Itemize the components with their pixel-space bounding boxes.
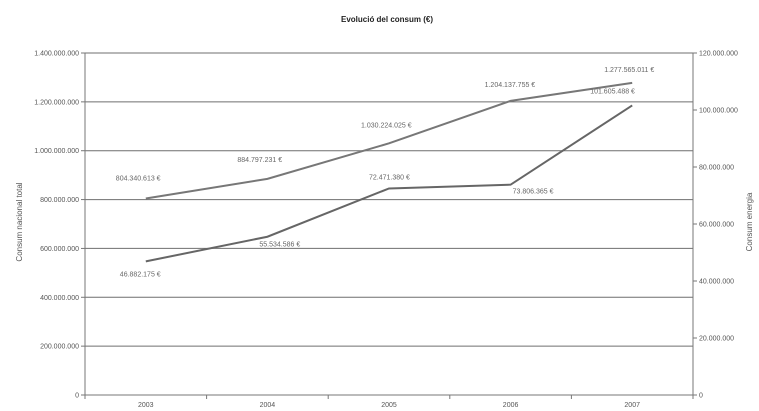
x-tick-label: 2007 xyxy=(624,402,640,409)
x-tick-label: 2005 xyxy=(381,402,397,409)
right-tick-label: 60.000.000 xyxy=(699,222,734,229)
data-label: 1.030.224.025 € xyxy=(361,122,412,129)
left-tick-label: 1.000.000.000 xyxy=(34,148,79,155)
x-tick-label: 2006 xyxy=(503,402,519,409)
left-tick-label: 200.000.000 xyxy=(40,344,79,351)
series-line-2 xyxy=(145,104,633,263)
left-axis-title: Consum nacional total xyxy=(15,182,24,261)
data-label: 73.806.365 € xyxy=(513,189,554,196)
left-tick-label: 600.000.000 xyxy=(40,246,79,253)
right-axis-ticks: 0 20.000.000 40.000.000 60.000.000 80.000.00… xyxy=(693,51,738,400)
right-tick-label: 20.000.000 xyxy=(699,336,734,343)
right-tick-label: 100.000.000 xyxy=(699,108,738,115)
left-tick-label: 1.400.000.000 xyxy=(34,51,79,58)
chart-title: Evolució del consum (€) xyxy=(341,15,433,24)
data-label: 72.471.380 € xyxy=(369,174,410,181)
left-tick-label: 800.000.000 xyxy=(40,197,79,204)
left-tick-label: 0 xyxy=(75,393,79,400)
data-label: 101.605.488 € xyxy=(590,88,635,95)
data-label: 804.340.613 € xyxy=(116,176,161,183)
data-label: 1.277.565.011 € xyxy=(604,67,654,74)
left-axis-ticks: 0 200.000.000 400.000.000 600.000.000 800.00… xyxy=(34,51,85,400)
data-label: 1.204.137.755 € xyxy=(485,82,536,89)
x-tick-label: 2004 xyxy=(260,402,276,409)
data-labels: 804.340.613 € 884.797.231 € 1.030.224.025 … xyxy=(116,67,655,278)
right-axis-title: Consum energia xyxy=(745,192,754,251)
right-tick-label: 0 xyxy=(699,393,703,400)
right-tick-label: 120.000.000 xyxy=(699,51,738,58)
right-tick-label: 80.000.000 xyxy=(699,165,734,172)
data-label: 55.534.586 € xyxy=(259,242,300,249)
gridlines xyxy=(85,52,693,347)
axes xyxy=(84,53,694,396)
left-tick-label: 400.000.000 xyxy=(40,295,79,302)
data-label: 884.797.231 € xyxy=(237,157,282,164)
left-tick-label: 1.200.000.000 xyxy=(34,99,79,106)
data-label: 46.882.175 € xyxy=(120,271,161,278)
right-tick-label: 40.000.000 xyxy=(699,279,734,286)
series-line-1 xyxy=(145,81,633,200)
series-lines xyxy=(145,81,633,263)
x-axis-ticks: 2003 2004 2005 2006 2007 xyxy=(84,395,694,409)
x-tick-label: 2003 xyxy=(138,402,154,409)
